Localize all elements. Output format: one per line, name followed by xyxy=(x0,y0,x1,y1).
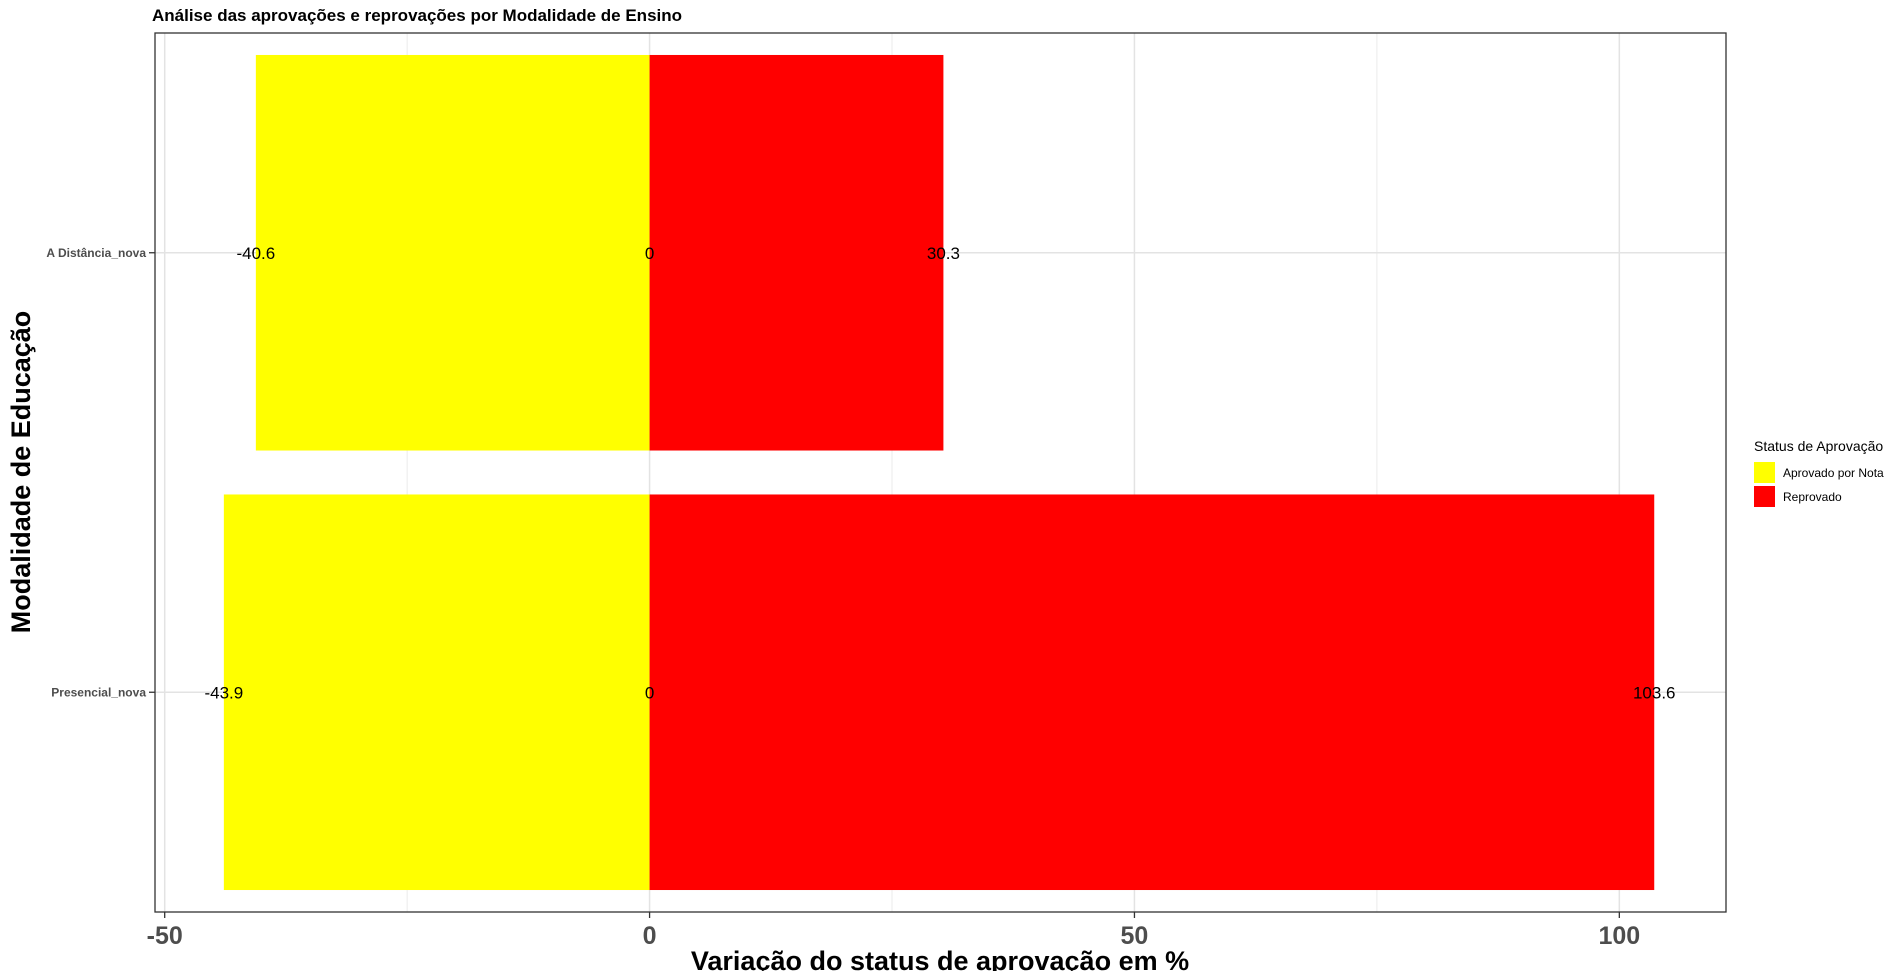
y-tick-label: Presencial_nova xyxy=(51,685,146,699)
legend-item-label: Aprovado por Nota xyxy=(1783,466,1884,480)
y-tick-label: A Distância_nova xyxy=(46,246,146,260)
data-label: 0 xyxy=(645,683,654,702)
legend-swatch xyxy=(1754,486,1775,507)
data-label: -40.6 xyxy=(236,244,275,263)
y-axis-title: Modalidade de Educação xyxy=(6,311,36,634)
x-tick-label: 50 xyxy=(1121,922,1149,950)
bar xyxy=(649,494,1655,891)
chart-title: Análise das aprovações e reprovações por… xyxy=(152,6,682,25)
x-axis-title: Variação do status de aprovação em % xyxy=(691,946,1189,971)
bar xyxy=(255,54,650,451)
plot-panel-border xyxy=(154,32,1727,913)
legend: Status de Aprovação Aprovado por Nota Rep… xyxy=(1754,438,1884,507)
bars xyxy=(223,54,1655,891)
x-tick-label: 100 xyxy=(1598,922,1640,950)
bar xyxy=(223,494,650,891)
legend-swatch xyxy=(1754,462,1775,483)
y-axis: A Distância_nova Presencial_nova xyxy=(46,246,155,699)
data-label: 103.6 xyxy=(1633,683,1676,702)
data-label: 0 xyxy=(645,244,654,263)
x-axis: -50 0 50 100 xyxy=(147,912,1640,950)
legend-item-label: Reprovado xyxy=(1783,490,1842,504)
x-tick-label: -50 xyxy=(147,922,183,950)
x-tick-label: 0 xyxy=(643,922,657,950)
data-labels: -40.6 0 30.3 -43.9 0 103.6 xyxy=(204,244,1675,703)
data-label: 30.3 xyxy=(927,244,960,263)
legend-title: Status de Aprovação xyxy=(1754,438,1883,454)
data-label: -43.9 xyxy=(204,683,243,702)
bar xyxy=(649,54,944,451)
